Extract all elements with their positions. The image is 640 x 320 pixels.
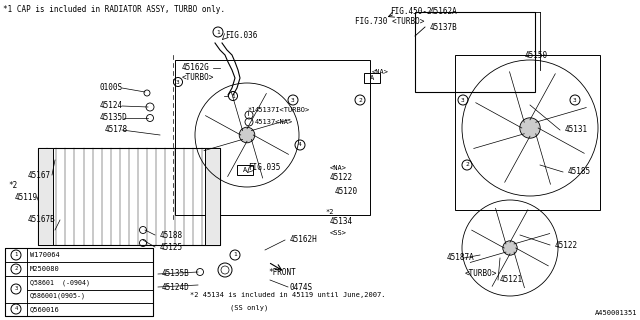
Text: 45134: 45134 [330,218,353,227]
Text: <NA>: <NA> [330,165,347,171]
Text: <TURBO>: <TURBO> [465,268,497,277]
Text: 45124D: 45124D [162,283,189,292]
Bar [27,248,153,262]
Text: 45167B: 45167B [28,215,56,225]
Circle shape [239,127,255,143]
Bar [415,12,535,92]
Text: 4: 4 [298,142,302,148]
Bar [27,290,153,303]
Circle shape [503,241,517,255]
Text: A: A [370,75,374,81]
Text: 3: 3 [461,98,465,102]
Text: <TURBO>: <TURBO> [182,74,214,83]
Bar [27,276,153,290]
Bar [38,148,220,245]
Text: 1: 1 [233,252,237,258]
Text: 3: 3 [14,286,18,292]
Text: 4: 4 [14,307,18,311]
Text: 3: 3 [573,98,577,102]
Text: Q586001(0905-): Q586001(0905-) [30,293,86,299]
Text: FIG.035: FIG.035 [248,164,280,172]
Bar [27,262,153,276]
Text: 45124: 45124 [100,101,123,110]
Bar [364,73,380,83]
Text: 45187A: 45187A [447,253,475,262]
Bar [175,60,370,215]
Text: *2 45134 is included in 45119 until June,2007.: *2 45134 is included in 45119 until June… [190,292,385,298]
Text: 45125: 45125 [160,243,183,252]
Text: 45119: 45119 [15,193,38,202]
Text: 0474S: 0474S [290,283,313,292]
Circle shape [520,118,540,138]
Text: 2: 2 [465,163,469,167]
Text: *1: *1 [247,107,255,113]
Bar [27,303,153,316]
Bar [5,262,27,276]
Text: 45167: 45167 [28,171,51,180]
Text: W170064: W170064 [30,252,60,258]
Text: 1: 1 [231,93,235,99]
Text: <NA>: <NA> [372,69,389,75]
Text: 2: 2 [358,98,362,102]
Bar [5,303,27,316]
Text: <SS>: <SS> [330,230,347,236]
Text: 45162H: 45162H [290,236,317,244]
Text: A450001351: A450001351 [595,310,637,316]
Text: 1: 1 [14,252,18,258]
Text: 45135B: 45135B [162,269,189,278]
Bar [5,248,27,262]
Text: *2: *2 [325,209,333,215]
Text: FIG.036: FIG.036 [225,30,257,39]
Bar [455,55,600,210]
Text: 3: 3 [291,98,295,102]
Text: 45150: 45150 [525,51,548,60]
Text: *1 CAP is included in RADIATOR ASSY, TURBO only.: *1 CAP is included in RADIATOR ASSY, TUR… [3,5,225,14]
Text: 45122: 45122 [555,241,578,250]
Text: 45122: 45122 [330,173,353,182]
Text: *FRONT: *FRONT [268,268,296,277]
Text: 3: 3 [176,79,180,84]
Text: 0100S: 0100S [100,84,123,92]
Text: 45188: 45188 [160,230,183,239]
Text: 45162G: 45162G [182,63,210,73]
Text: 45120: 45120 [335,188,358,196]
Bar [205,148,220,245]
Bar [5,276,27,303]
Text: FIG.730 <TURBO>: FIG.730 <TURBO> [355,18,424,27]
Text: 2: 2 [14,267,18,271]
Text: 45137<NA>: 45137<NA> [255,119,293,125]
Text: 45131: 45131 [565,125,588,134]
Text: 45135D: 45135D [100,114,128,123]
Bar [237,165,253,175]
Text: 1: 1 [216,29,220,35]
Bar [5,248,153,316]
Text: 45185: 45185 [568,167,591,177]
Text: A: A [243,167,247,173]
Text: 45162A: 45162A [430,7,458,17]
Text: FIG.450-2: FIG.450-2 [390,7,431,17]
Text: M250080: M250080 [30,266,60,272]
Bar [38,148,53,245]
Text: 45178: 45178 [105,125,128,134]
Text: Q58601  (-0904): Q58601 (-0904) [30,280,90,286]
Text: (SS only): (SS only) [230,305,268,311]
Text: 45121: 45121 [500,276,523,284]
Text: 45137B: 45137B [430,22,458,31]
Text: *2: *2 [8,180,17,189]
Text: Q560016: Q560016 [30,306,60,312]
Text: 45137I<TURBO>: 45137I<TURBO> [255,107,310,113]
